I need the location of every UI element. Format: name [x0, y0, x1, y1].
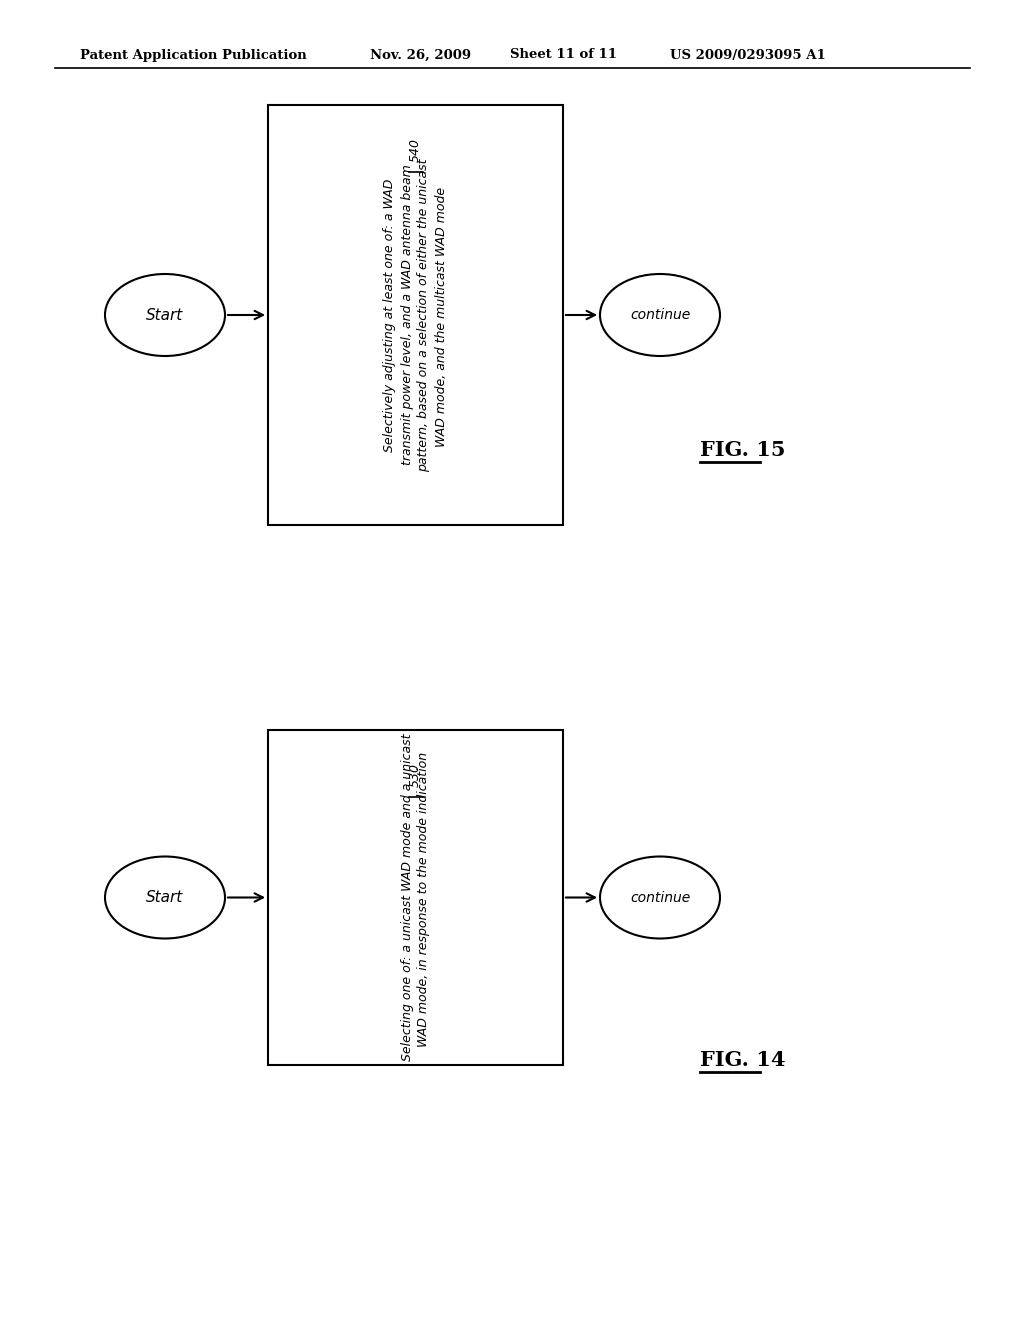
Text: Patent Application Publication: Patent Application Publication: [80, 49, 307, 62]
Ellipse shape: [600, 857, 720, 939]
Text: continue: continue: [630, 891, 690, 904]
Bar: [268, 106, 563, 525]
Text: Start: Start: [146, 308, 183, 322]
Bar: [268, 730, 563, 1065]
Text: US 2009/0293095 A1: US 2009/0293095 A1: [670, 49, 825, 62]
Text: Start: Start: [146, 890, 183, 906]
Text: Nov. 26, 2009: Nov. 26, 2009: [370, 49, 471, 62]
Text: 530: 530: [409, 763, 422, 787]
Text: continue: continue: [630, 308, 690, 322]
Ellipse shape: [600, 275, 720, 356]
Ellipse shape: [105, 275, 225, 356]
Text: Sheet 11 of 11: Sheet 11 of 11: [510, 49, 617, 62]
Text: Selecting one of: a unicast WAD mode and a unicast
WAD mode, in response to the : Selecting one of: a unicast WAD mode and…: [400, 734, 430, 1061]
Text: FIG. 15: FIG. 15: [700, 440, 785, 459]
Text: FIG. 14: FIG. 14: [700, 1049, 785, 1071]
Ellipse shape: [105, 857, 225, 939]
Text: Selectively adjusting at least one of: a WAD
transmit power level, and a WAD ant: Selectively adjusting at least one of: a…: [384, 158, 447, 471]
Text: 540: 540: [409, 139, 422, 162]
